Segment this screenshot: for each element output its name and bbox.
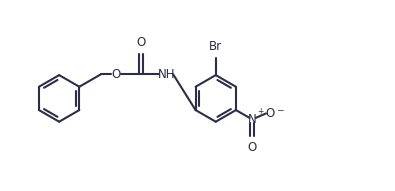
- Text: N: N: [248, 113, 256, 126]
- Text: O: O: [266, 107, 275, 120]
- Text: +: +: [257, 107, 263, 116]
- Text: Br: Br: [209, 40, 222, 53]
- Text: −: −: [276, 105, 284, 114]
- Text: O: O: [111, 68, 120, 81]
- Text: O: O: [136, 36, 146, 49]
- Text: O: O: [247, 141, 256, 154]
- Text: NH: NH: [158, 68, 175, 81]
